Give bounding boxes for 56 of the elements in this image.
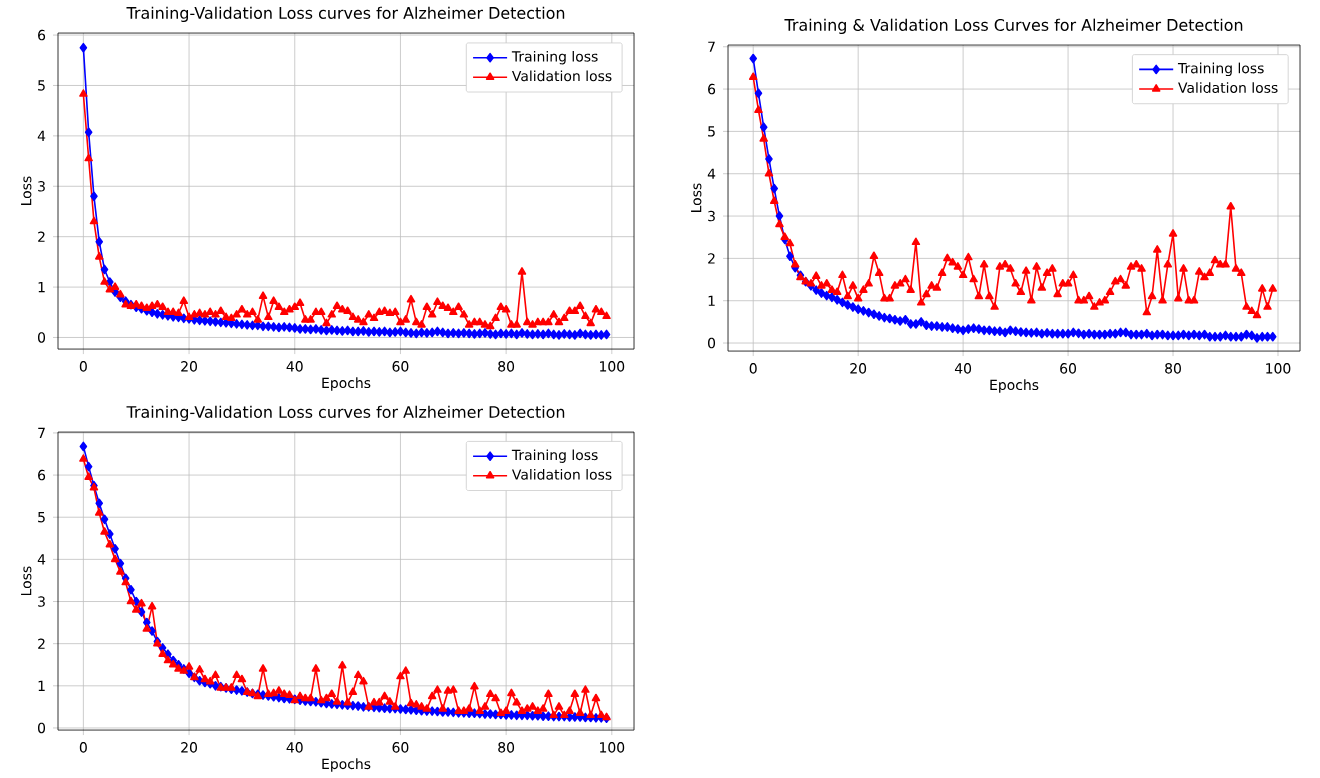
y-tick-label: 1	[38, 680, 45, 691]
y-tick-label: 6	[38, 469, 46, 481]
x-axis-title: Epochs	[322, 377, 371, 391]
x-tick-label: 40	[286, 741, 303, 753]
y-tick-label: 4	[37, 554, 46, 565]
legend-label: Validation loss	[511, 468, 612, 480]
chart-title: Training & Validation Loss Curves for Alzheimer Detection	[784, 18, 1243, 34]
x-tick-label: 80	[498, 360, 515, 372]
legend-label: Training loss	[511, 449, 598, 463]
y-tick-label: 0	[38, 331, 46, 343]
y-tick-label: 7	[708, 41, 715, 52]
x-tick-label: 20	[850, 362, 867, 374]
legend-label: Training loss	[1177, 62, 1264, 76]
x-axis-title: Epochs	[322, 758, 371, 772]
x-tick-label: 100	[600, 741, 625, 753]
x-tick-label: 0	[749, 362, 757, 374]
legend-label: Validation loss	[511, 70, 612, 82]
y-tick-label: 0	[38, 722, 46, 733]
y-tick-label: 5	[708, 125, 715, 137]
legend-label: Training loss	[511, 50, 598, 65]
y-tick-label: 6	[708, 83, 716, 95]
chart-title: Training-Validation Loss curves for Alzheimer Detection	[126, 405, 565, 421]
y-tick-label: 3	[708, 210, 715, 222]
x-tick-label: 100	[1266, 362, 1291, 374]
y-tick-label: 3	[38, 596, 45, 607]
y-axis-title: Loss	[21, 566, 32, 595]
chart-title: Training-Validation Loss curves for Alzheimer Detection	[126, 6, 565, 22]
y-tick-label: 6	[38, 29, 46, 41]
x-tick-label: 40	[286, 360, 303, 372]
x-tick-label: 60	[392, 741, 409, 753]
x-tick-label: 0	[79, 741, 87, 753]
x-tick-label: 40	[954, 362, 972, 374]
y-tick-label: 2	[38, 638, 45, 649]
y-axis-title: Loss	[21, 176, 32, 205]
x-tick-label: 0	[79, 360, 87, 372]
x-axis-title: Epochs	[990, 379, 1039, 393]
y-tick-label: 5	[38, 511, 45, 523]
x-tick-label: 80	[498, 741, 515, 753]
y-tick-label: 1	[708, 295, 715, 306]
x-tick-label: 20	[181, 360, 197, 372]
y-tick-label: 7	[38, 427, 45, 438]
y-tick-label: 2	[38, 231, 45, 242]
legend-label: Validation loss	[1178, 81, 1278, 93]
y-tick-label: 3	[38, 180, 45, 192]
y-tick-label: 4	[707, 168, 716, 179]
x-tick-label: 60	[1060, 362, 1077, 374]
y-tick-label: 2	[708, 252, 715, 264]
y-tick-label: 0	[708, 337, 716, 349]
y-axis-title: Loss	[691, 183, 702, 212]
x-tick-label: 80	[1165, 362, 1181, 374]
y-tick-label: 4	[37, 130, 46, 141]
y-tick-label: 5	[38, 80, 45, 91]
x-tick-label: 60	[392, 360, 409, 372]
y-tick-label: 1	[38, 281, 45, 292]
x-tick-label: 100	[600, 360, 625, 372]
x-tick-label: 20	[181, 741, 197, 753]
